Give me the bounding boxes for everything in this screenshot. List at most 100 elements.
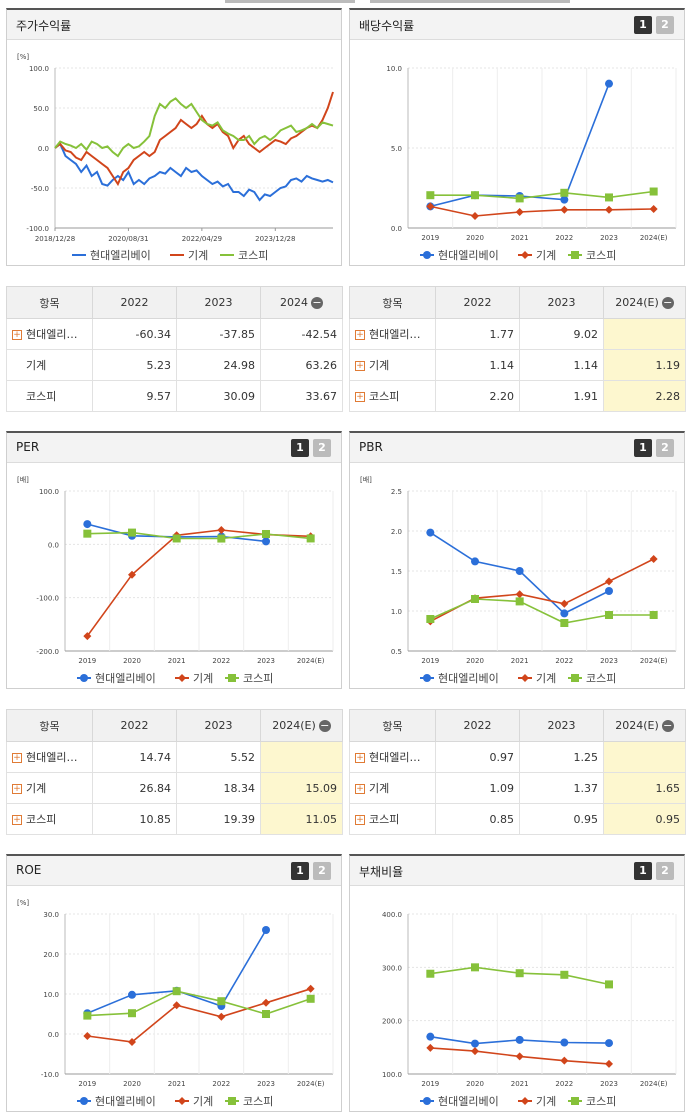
table-cell: 1.65 <box>603 772 686 804</box>
period-button-2[interactable]: 2 <box>656 16 674 34</box>
row-label-text: 현대엘리… <box>369 328 421 341</box>
data-point-3 <box>426 615 435 623</box>
expand-plus-icon[interactable]: + <box>355 753 365 763</box>
collapse-icon[interactable]: − <box>661 296 674 309</box>
data-point-3 <box>515 597 524 606</box>
y-tick-label: 10.0 <box>386 65 402 73</box>
y-tick-label: 0.0 <box>391 225 402 233</box>
table-row: + 기계 26.84 18.34 15.09 <box>6 772 343 804</box>
row-label-text: 코스피 <box>26 813 57 826</box>
legend-label: 코스피 <box>243 1095 273 1108</box>
legend-label: 코스피 <box>243 672 273 685</box>
table-header-row: 항목 2022 2023 2024(E) − <box>349 286 686 319</box>
y-tick-label: 400.0 <box>382 911 402 919</box>
table-cell: 18.34 <box>176 772 261 804</box>
data-point-2 <box>426 202 435 211</box>
data-point-1 <box>262 537 270 546</box>
y-tick-label: 30.0 <box>43 911 59 919</box>
y-tick-label: 100.0 <box>29 65 49 73</box>
data-point-2 <box>172 1001 181 1010</box>
expand-plus-icon[interactable]: + <box>12 330 22 340</box>
column-header: 2024(E) − <box>603 709 686 742</box>
row-label-text: 현대엘리… <box>26 751 78 764</box>
data-point-2 <box>649 204 658 213</box>
row-label: + 코스피 <box>6 803 93 835</box>
table-cell: -60.34 <box>92 318 177 350</box>
data-point-2 <box>83 1032 92 1040</box>
legend-label: 현대엘리베이 <box>90 249 151 262</box>
data-point-3 <box>83 1011 92 1020</box>
expand-plus-icon[interactable]: + <box>12 784 22 794</box>
row-label-text: 코스피 <box>26 390 57 403</box>
unit-label: [%] <box>17 899 29 907</box>
column-header: 2023 <box>176 709 261 742</box>
data-point-3 <box>262 1010 270 1018</box>
period-button-2[interactable]: 2 <box>656 439 674 457</box>
y-tick-label: 1.5 <box>391 568 402 576</box>
legend-marker <box>178 1097 186 1105</box>
table-cell: -42.54 <box>260 318 343 350</box>
data-point-1 <box>83 520 92 529</box>
expand-plus-icon[interactable]: + <box>12 753 22 763</box>
period-button-1[interactable]: 1 <box>634 16 652 34</box>
expand-plus-icon[interactable]: + <box>355 361 365 371</box>
expand-plus-icon[interactable]: + <box>355 815 365 825</box>
series-line-1 <box>430 83 610 208</box>
data-point-3 <box>128 1009 136 1018</box>
series-line-1 <box>86 929 267 1014</box>
legend-label: 현대엘리베이 <box>438 249 499 262</box>
period-button-1[interactable]: 1 <box>291 439 309 457</box>
period-button-2[interactable]: 2 <box>313 862 331 880</box>
table-row: + 코스피 10.85 19.39 11.05 <box>6 803 343 835</box>
data-point-1 <box>128 990 136 999</box>
column-header: 2022 <box>92 286 177 319</box>
data-point-2 <box>471 212 479 220</box>
legend-label: 코스피 <box>586 1095 616 1108</box>
x-tick-label: 2022 <box>555 657 573 665</box>
x-tick-label: 2020 <box>466 657 484 665</box>
expand-plus-icon[interactable]: + <box>355 784 365 794</box>
x-tick-label: 2023 <box>600 234 618 242</box>
period-button-1[interactable]: 1 <box>291 862 309 880</box>
legend-label: 현대엘리베이 <box>95 1095 156 1108</box>
collapse-icon[interactable]: − <box>661 719 674 732</box>
column-header: 2022 <box>92 709 177 742</box>
period-button-1[interactable]: 1 <box>634 439 652 457</box>
table-cell: 63.26 <box>260 349 343 381</box>
data-point-3 <box>649 611 658 619</box>
period-button-2[interactable]: 2 <box>313 439 331 457</box>
expand-plus-icon[interactable]: + <box>355 392 365 402</box>
panel-title: ROE <box>16 863 42 877</box>
row-label: 기계 <box>6 349 93 381</box>
legend-marker <box>423 674 431 682</box>
data-point-3 <box>306 994 315 1003</box>
data-point-3 <box>471 963 479 972</box>
data-point-1 <box>471 1039 479 1048</box>
table-cell: 30.09 <box>176 380 261 412</box>
column-header: 2024(E) − <box>603 286 686 319</box>
panel-title: PBR <box>359 440 383 454</box>
data-point-1 <box>426 528 435 537</box>
expand-plus-icon[interactable]: + <box>12 815 22 825</box>
legend-label: 기계 <box>193 672 213 685</box>
expand-plus-icon[interactable]: + <box>355 330 365 340</box>
collapse-icon[interactable]: − <box>318 719 331 732</box>
data-point-3 <box>515 194 524 203</box>
y-tick-label: -100.0 <box>26 225 49 233</box>
period-button-2[interactable]: 2 <box>656 862 674 880</box>
x-tick-label: 2023/12/28 <box>255 235 295 243</box>
period-button-1[interactable]: 1 <box>634 862 652 880</box>
series-line-2 <box>87 988 311 1043</box>
collapse-icon[interactable]: − <box>311 296 323 309</box>
data-point-3 <box>649 187 658 196</box>
data-point-2 <box>560 205 569 214</box>
data-point-3 <box>560 619 569 627</box>
data-point-2 <box>605 205 613 214</box>
data-point-2 <box>426 1043 435 1052</box>
table-row: + 코스피 2.20 1.91 2.28 <box>349 380 686 412</box>
y-tick-label: -10.0 <box>41 1071 59 1079</box>
column-header: 2023 <box>519 709 604 742</box>
x-tick-label: 2021 <box>511 1080 529 1088</box>
legend-marker <box>571 251 579 259</box>
table-cell: 15.09 <box>260 772 343 804</box>
